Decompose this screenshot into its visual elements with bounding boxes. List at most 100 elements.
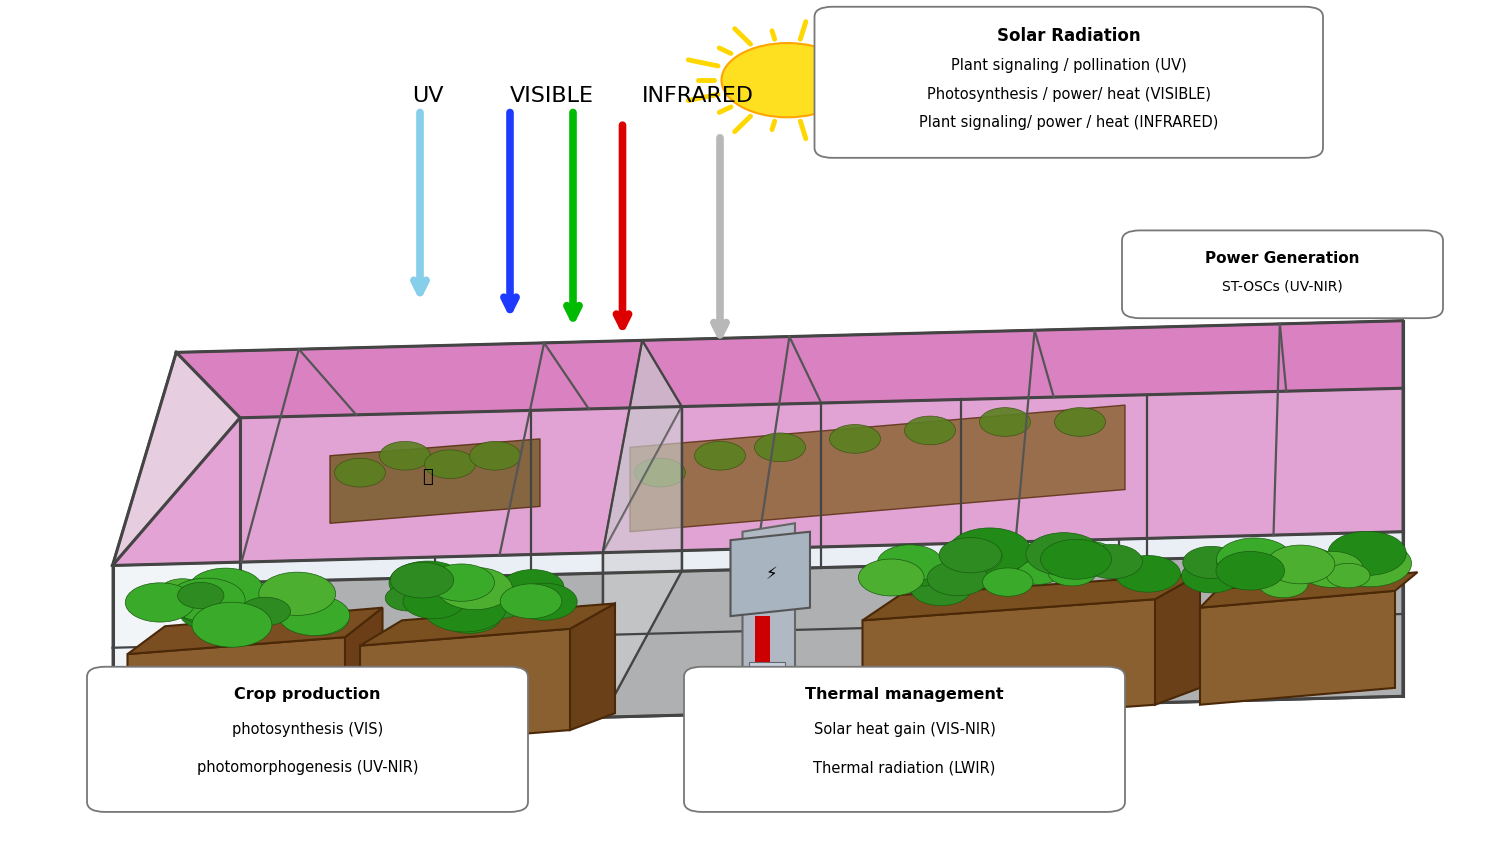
Polygon shape: [862, 574, 1200, 620]
Circle shape: [878, 545, 942, 582]
Bar: [748, 726, 784, 747]
FancyBboxPatch shape: [684, 667, 1125, 812]
Circle shape: [1184, 546, 1240, 578]
Text: ST-OSCs (UV-NIR): ST-OSCs (UV-NIR): [1222, 280, 1342, 294]
Bar: [748, 694, 784, 715]
Text: VISIBLE: VISIBLE: [510, 85, 594, 106]
Circle shape: [404, 584, 465, 619]
FancyBboxPatch shape: [815, 7, 1323, 158]
Circle shape: [927, 561, 988, 596]
FancyBboxPatch shape: [87, 667, 528, 812]
Circle shape: [1054, 408, 1106, 436]
Circle shape: [453, 578, 504, 607]
Text: photomorphogenesis (UV-NIR): photomorphogenesis (UV-NIR): [196, 760, 418, 776]
Circle shape: [1041, 539, 1112, 579]
Circle shape: [858, 559, 924, 596]
Text: photosynthesis (VIS): photosynthesis (VIS): [232, 722, 382, 737]
Polygon shape: [1200, 591, 1395, 705]
Polygon shape: [112, 321, 1403, 565]
Text: Power Generation: Power Generation: [1206, 251, 1359, 266]
Polygon shape: [742, 523, 795, 764]
Circle shape: [722, 43, 854, 117]
Circle shape: [939, 538, 1002, 573]
Circle shape: [694, 441, 746, 470]
Circle shape: [1326, 563, 1370, 587]
Circle shape: [754, 433, 806, 462]
Circle shape: [1287, 548, 1335, 575]
Circle shape: [453, 589, 501, 616]
Circle shape: [501, 570, 564, 605]
Circle shape: [898, 557, 950, 586]
Circle shape: [1216, 549, 1258, 573]
Circle shape: [1046, 554, 1089, 578]
Circle shape: [1017, 560, 1060, 584]
Text: Solar Radiation: Solar Radiation: [998, 27, 1140, 45]
Circle shape: [1216, 538, 1293, 581]
Text: Solar heat gain (VIS-NIR): Solar heat gain (VIS-NIR): [813, 722, 996, 737]
Circle shape: [192, 603, 272, 647]
Circle shape: [1216, 551, 1284, 590]
Circle shape: [240, 598, 291, 625]
Circle shape: [436, 567, 513, 609]
Polygon shape: [112, 418, 240, 730]
Circle shape: [279, 596, 350, 636]
Polygon shape: [128, 608, 382, 654]
FancyBboxPatch shape: [1122, 230, 1443, 318]
Circle shape: [427, 564, 495, 601]
Circle shape: [980, 408, 1030, 436]
Text: ⚡: ⚡: [766, 565, 777, 583]
Circle shape: [176, 590, 237, 624]
Circle shape: [177, 582, 224, 609]
Text: Crop production: Crop production: [234, 687, 381, 702]
Circle shape: [1048, 559, 1096, 586]
Text: Photosynthesis / power/ heat (VISIBLE): Photosynthesis / power/ heat (VISIBLE): [927, 87, 1210, 101]
Circle shape: [1266, 545, 1335, 584]
Polygon shape: [1155, 574, 1200, 705]
Polygon shape: [360, 603, 615, 646]
Circle shape: [512, 583, 578, 620]
Polygon shape: [360, 629, 570, 747]
Text: UV: UV: [411, 85, 442, 106]
Text: Thermal management: Thermal management: [806, 687, 1004, 702]
Circle shape: [910, 571, 970, 606]
Circle shape: [168, 578, 244, 621]
Circle shape: [948, 528, 1030, 575]
Circle shape: [944, 540, 1002, 573]
Circle shape: [159, 579, 206, 604]
Circle shape: [1116, 555, 1180, 592]
Circle shape: [1182, 559, 1242, 592]
Circle shape: [126, 583, 195, 622]
Circle shape: [904, 416, 956, 445]
Text: Thermal radiation (LWIR): Thermal radiation (LWIR): [813, 760, 996, 776]
Polygon shape: [177, 321, 1402, 418]
Circle shape: [982, 568, 1033, 597]
Circle shape: [436, 597, 502, 633]
Polygon shape: [603, 407, 681, 717]
Polygon shape: [112, 353, 240, 565]
Circle shape: [334, 458, 386, 487]
Polygon shape: [1200, 572, 1417, 608]
Circle shape: [470, 441, 520, 470]
Circle shape: [634, 458, 686, 487]
Circle shape: [386, 585, 432, 611]
Polygon shape: [630, 405, 1125, 532]
Circle shape: [202, 587, 244, 610]
Circle shape: [1064, 542, 1116, 571]
Polygon shape: [345, 608, 382, 747]
Circle shape: [1299, 551, 1364, 587]
Circle shape: [390, 562, 453, 598]
Polygon shape: [603, 340, 681, 553]
Circle shape: [178, 594, 244, 630]
Circle shape: [188, 568, 262, 610]
Text: INFRARED: INFRARED: [642, 85, 753, 106]
Circle shape: [500, 584, 562, 619]
Polygon shape: [330, 439, 540, 523]
Circle shape: [1007, 546, 1060, 576]
Polygon shape: [128, 637, 345, 764]
Text: Plant signaling / pollination (UV): Plant signaling / pollination (UV): [951, 57, 1186, 73]
Polygon shape: [112, 532, 1403, 730]
Circle shape: [1026, 533, 1102, 576]
Text: Plant signaling/ power / heat (INFRARED): Plant signaling/ power / heat (INFRARED): [920, 116, 1218, 131]
Polygon shape: [112, 553, 1403, 730]
Circle shape: [1328, 532, 1407, 576]
